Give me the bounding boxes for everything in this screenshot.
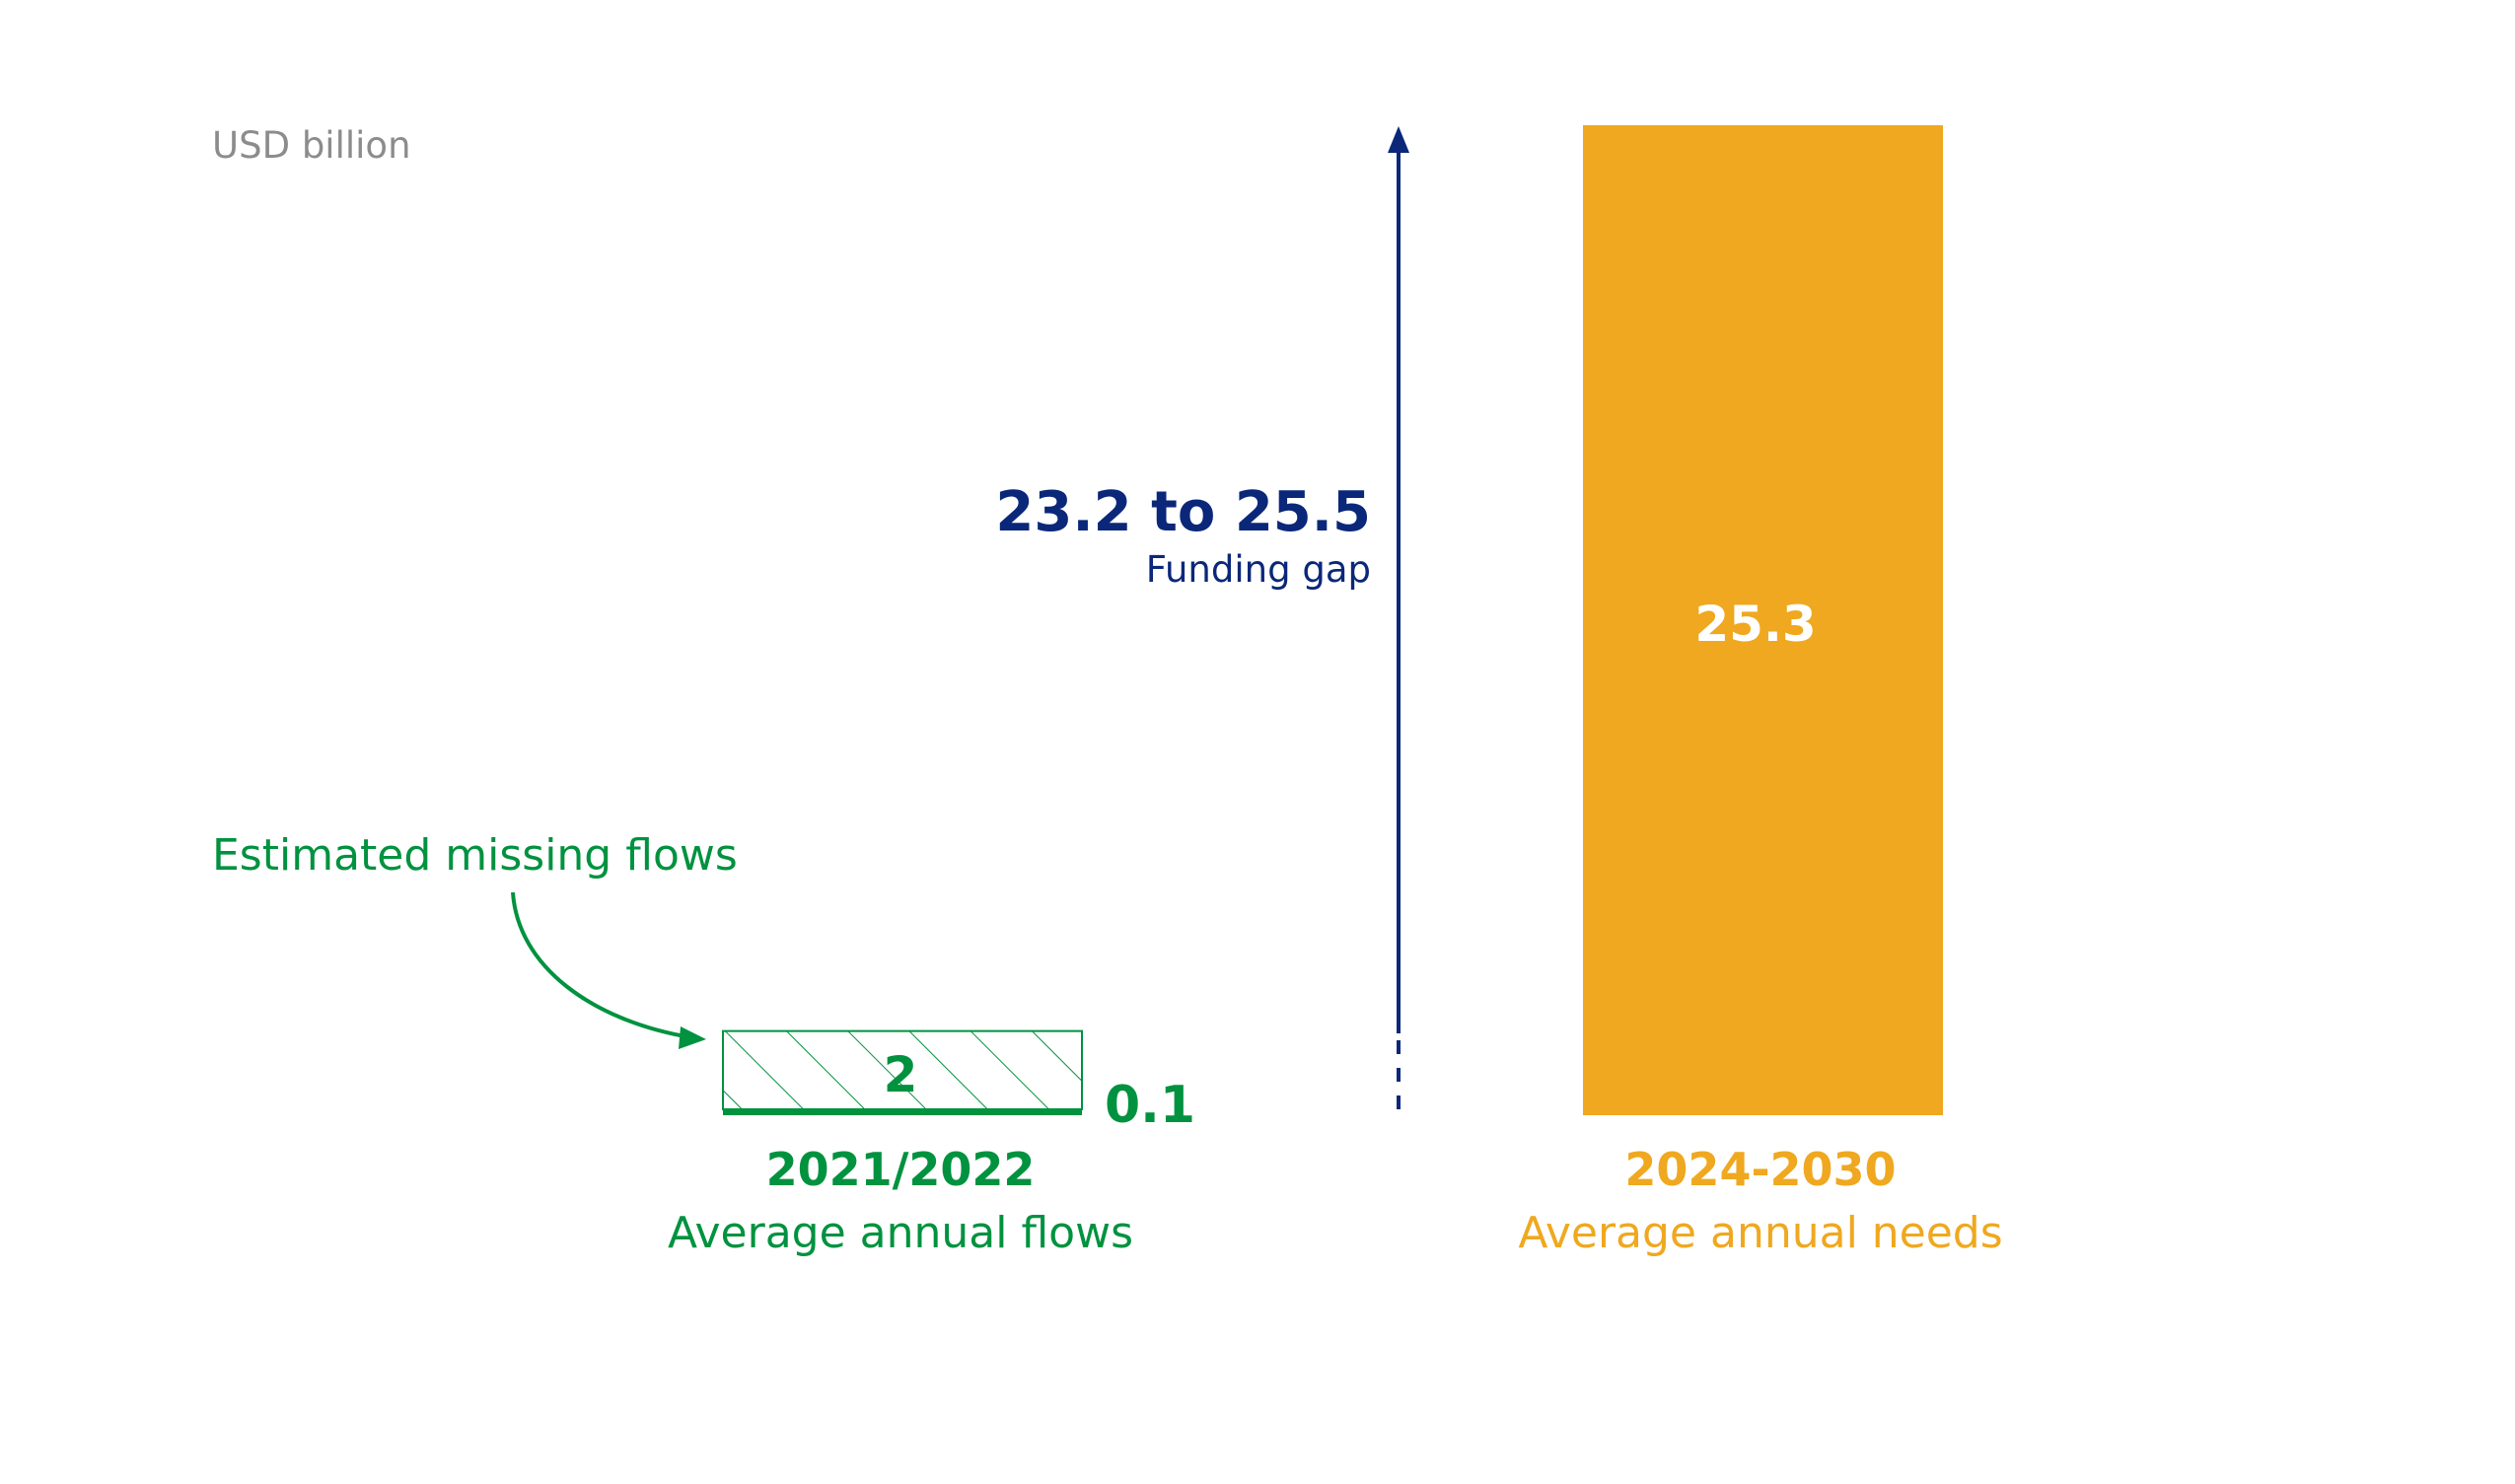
annotation-curved-arrow xyxy=(511,891,691,1039)
funding-gap-arrow xyxy=(1388,126,1409,1114)
category-label-flows: 2021/2022 xyxy=(766,1143,1036,1196)
bar-value-needs: 25.3 xyxy=(1694,596,1816,653)
annotation-arrow-head-icon xyxy=(679,1026,706,1049)
arrow-head-icon xyxy=(1388,126,1409,153)
bar-needs xyxy=(1583,125,1943,1115)
category-subtitle-flows: Average annual flows xyxy=(668,1208,1133,1258)
category-label-needs: 2024-2030 xyxy=(1624,1143,1896,1196)
annotation-missing-flows: Estimated missing flows xyxy=(212,830,738,881)
funding-gap-value: 23.2 to 25.5 xyxy=(995,480,1371,544)
bar-estimated-missing-flows xyxy=(722,1029,1083,1111)
bar-value-reported-flows: 0.1 xyxy=(1105,1076,1195,1135)
bar-value-missing-flows: 2 xyxy=(884,1046,918,1103)
bar-reported-flows xyxy=(723,1109,1082,1115)
unit-label: USD billion xyxy=(212,124,411,167)
category-subtitle-needs: Average annual needs xyxy=(1518,1208,2002,1258)
funding-gap-label: Funding gap xyxy=(1146,548,1371,591)
